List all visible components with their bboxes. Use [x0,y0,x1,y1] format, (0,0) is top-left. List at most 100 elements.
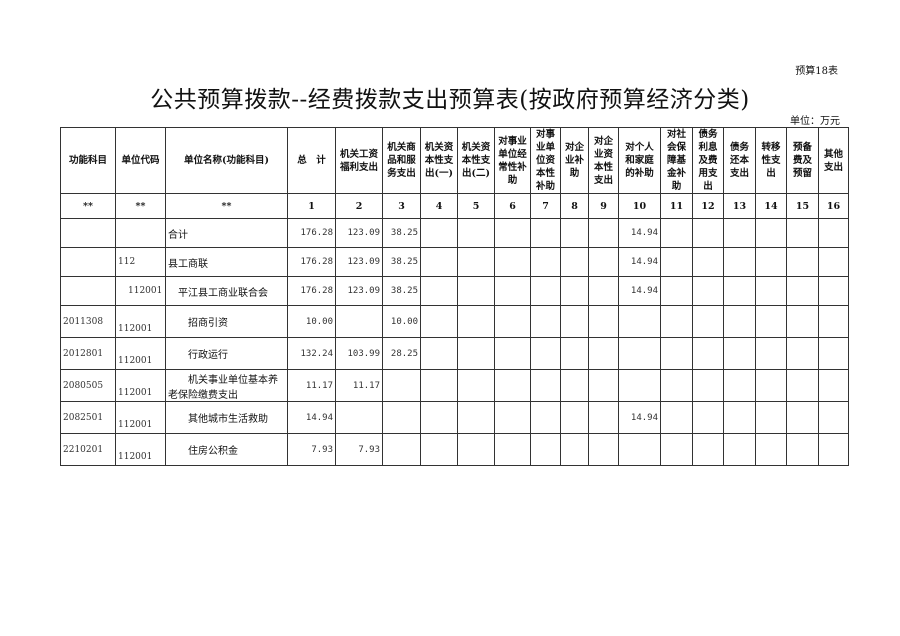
unit-code-cell: 112001 [115,401,166,434]
amount-cell [660,401,693,434]
unit-code-cell: 112001 [115,305,166,338]
amount-cell: 38.25 [382,218,421,248]
amount-cell [457,433,495,466]
amount-cell [420,337,458,370]
amount-cell [755,305,787,338]
amount-cell: 14.94 [618,218,661,248]
amount-cell [692,369,724,402]
amount-cell [786,433,819,466]
amount-cell [457,276,495,306]
column-number: 15 [786,193,819,219]
unit-name-cell: 招商引资 [165,305,288,338]
amount-cell: 123.09 [335,247,383,277]
function-code-cell: 2012801 [60,337,116,370]
amount-cell [692,218,724,248]
amount-cell [618,337,661,370]
amount-cell [723,247,756,277]
column-header: 对社会保障基金补助 [660,127,693,194]
amount-cell [494,247,531,277]
function-code-cell [60,247,116,277]
table-row: 合计 176.28 123.09 38.25 14.94 [60,218,849,248]
amount-cell [692,276,724,306]
form-number: 预算18表 [795,66,838,77]
amount-cell [420,305,458,338]
amount-cell [494,337,531,370]
column-number: 2 [335,193,383,219]
column-number-row: ** ** ** 1 2 3 4 5 6 7 8 9 10 11 12 13 14 15 16 [60,193,849,219]
amount-cell [755,401,787,434]
column-header: 对个人和家庭的补助 [618,127,661,194]
amount-cell [660,247,693,277]
unit-code-cell: 112001 [115,369,166,402]
amount-cell: 7.93 [335,433,383,466]
column-header: 机关工资福利支出 [335,127,383,194]
table-row: 2012801 112001 行政运行 132.24 103.99 28.25 [60,337,849,370]
amount-cell: 7.93 [287,433,336,466]
amount-cell [420,433,458,466]
amount-cell [530,276,561,306]
amount-cell [420,276,458,306]
amount-cell [457,369,495,402]
amount-cell [786,401,819,434]
amount-cell: 10.00 [382,305,421,338]
amount-cell [723,305,756,338]
amount-cell: 123.09 [335,276,383,306]
amount-cell [530,247,561,277]
amount-cell [494,218,531,248]
amount-cell [786,276,819,306]
unit-code-cell [115,218,166,248]
amount-cell [457,401,495,434]
amount-cell [786,218,819,248]
amount-cell [560,433,589,466]
amount-cell: 176.28 [287,247,336,277]
column-header: 功能科目 [60,127,116,194]
amount-cell [692,433,724,466]
amount-cell [618,433,661,466]
column-number: 10 [618,193,661,219]
column-header: 对企业补助 [560,127,589,194]
amount-cell [692,337,724,370]
column-number: 8 [560,193,589,219]
amount-cell [588,337,619,370]
column-header: 机关资本性支出(一) [420,127,458,194]
column-header: 其他支出 [818,127,849,194]
column-header: 机关资本性支出(二) [457,127,495,194]
unit-name-cell: 住房公积金 [165,433,288,466]
column-number: 12 [692,193,724,219]
amount-cell [818,401,849,434]
unit-name-cell: 合计 [165,218,288,248]
amount-cell [588,218,619,248]
amount-cell: 10.00 [287,305,336,338]
amount-cell [818,305,849,338]
table-row: 2082501 112001 其他城市生活救助 14.94 14.94 [60,401,849,434]
amount-cell [692,305,724,338]
amount-cell [560,247,589,277]
budget-table: 功能科目 单位代码 单位名称(功能科目) 总 计机关工资福利支出 机关商品和服务支出 机关… [60,127,849,466]
function-code-cell: 2210201 [60,433,116,466]
unit-name-cell: 县工商联 [165,247,288,277]
column-header: 对事业单位经常性补助 [494,127,531,194]
amount-cell [494,369,531,402]
amount-cell [560,305,589,338]
amount-cell [723,337,756,370]
column-header: 对事业单位资本性补助 [530,127,561,194]
table-row: 2011308 112001 招商引资 10.00 10.00 [60,305,849,338]
column-number: 1 [287,193,336,219]
function-code-cell: 2011308 [60,305,116,338]
amount-cell [818,247,849,277]
column-number: 7 [530,193,561,219]
amount-cell [530,337,561,370]
amount-cell [660,218,693,248]
amount-cell [588,276,619,306]
column-header: 债务还本支出 [723,127,756,194]
amount-cell [457,337,495,370]
amount-cell: 14.94 [618,401,661,434]
function-code-cell: 2080505 [60,369,116,402]
amount-cell [494,305,531,338]
amount-cell: 38.25 [382,247,421,277]
amount-cell [382,433,421,466]
amount-cell [723,433,756,466]
table-row: 112001 平江县工商业联合会 176.28 123.09 38.25 14.94 [60,276,849,306]
amount-cell [588,433,619,466]
amount-cell [494,276,531,306]
